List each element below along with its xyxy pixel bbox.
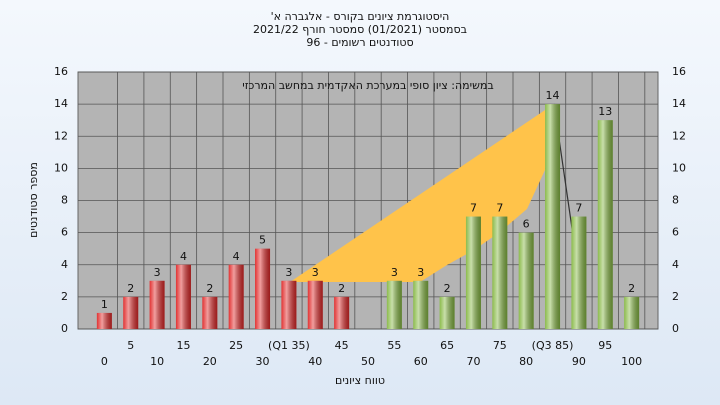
value-label: 5 (259, 234, 266, 247)
value-label: 2 (444, 282, 451, 295)
y2-tick-label: 6 (672, 226, 679, 239)
bar-shine (123, 296, 139, 329)
x-tick-label: 5 (127, 339, 134, 352)
chart-subtitle: סטודנטים רשומים - 96 (306, 36, 413, 49)
x-tick-label: 25 (229, 339, 243, 352)
y2-tick-label: 10 (672, 161, 686, 174)
bar-shine (413, 280, 429, 329)
quartile-area (290, 104, 580, 282)
y-tick-label: 0 (61, 322, 68, 335)
bar-shine (386, 280, 402, 329)
bar-shine (492, 216, 508, 329)
value-label: 3 (391, 266, 398, 279)
x-tick-label: 40 (308, 355, 322, 368)
y-tick-label: 14 (54, 97, 68, 110)
value-label: 4 (180, 250, 187, 263)
value-label: 7 (470, 202, 477, 215)
value-label: 3 (312, 266, 319, 279)
annotation: במשימה: ציון סופי במערכת האקדמית במחשב ה… (242, 79, 493, 92)
y-tick-label: 2 (61, 290, 68, 303)
y-tick-label: 12 (54, 129, 68, 142)
y2-tick-label: 16 (672, 65, 686, 78)
x-tick-label: 60 (414, 355, 428, 368)
value-label: 3 (417, 266, 424, 279)
bar-shine (597, 120, 613, 329)
x-tick-label: 70 (466, 355, 480, 368)
x-tick-label: 55 (387, 339, 401, 352)
y2-tick-label: 0 (672, 322, 679, 335)
y-tick-label: 10 (54, 161, 68, 174)
x-tick-label: 0 (101, 355, 108, 368)
bar-shine (175, 264, 191, 329)
value-label: 4 (233, 250, 240, 263)
x-tick-label: 50 (361, 355, 375, 368)
value-label: 2 (628, 282, 635, 295)
bar-shine (96, 312, 112, 329)
x-tick-label: 75 (493, 339, 507, 352)
x-tick-label: 10 (150, 355, 164, 368)
x-tick-label: 90 (572, 355, 586, 368)
bar-shine (255, 248, 271, 329)
x-tick-label: 20 (203, 355, 217, 368)
y2-tick-label: 2 (672, 290, 679, 303)
bar-shine (465, 216, 481, 329)
value-label: 2 (127, 282, 134, 295)
value-label: 1 (101, 298, 108, 311)
y2-tick-label: 4 (672, 258, 679, 271)
bar-shine (545, 104, 561, 329)
x-tick-label: 45 (335, 339, 349, 352)
x-tick-label: (Q1 35) (268, 339, 310, 352)
x-tick-label: (Q3 85) (532, 339, 574, 352)
bar-shine (439, 296, 455, 329)
value-label: 14 (546, 89, 560, 102)
value-label: 7 (496, 202, 503, 215)
y-tick-label: 6 (61, 226, 68, 239)
y-axis-label: מספר סטודנטים (27, 162, 40, 238)
bar-shine (518, 232, 534, 329)
bar-shine (624, 296, 640, 329)
bar-shine (281, 280, 297, 329)
value-label: 13 (598, 105, 612, 118)
y2-tick-label: 8 (672, 194, 679, 207)
x-tick-label: 95 (598, 339, 612, 352)
bar-shine (571, 216, 587, 329)
bar-shine (334, 296, 350, 329)
x-tick-label: 100 (621, 355, 642, 368)
x-tick-label: 65 (440, 339, 454, 352)
y-tick-label: 8 (61, 194, 68, 207)
y2-tick-label: 14 (672, 97, 686, 110)
x-tick-label: 15 (176, 339, 190, 352)
value-label: 2 (206, 282, 213, 295)
y-tick-label: 4 (61, 258, 68, 271)
x-tick-label: 80 (519, 355, 533, 368)
value-label: 6 (523, 218, 530, 231)
bar-shine (202, 296, 218, 329)
value-label: 7 (575, 202, 582, 215)
x-tick-label: 30 (256, 355, 270, 368)
chart-title: היסטוגרמת ציונים בקורס - אלגברה א' (271, 10, 450, 23)
bar-shine (307, 280, 323, 329)
value-label: 2 (338, 282, 345, 295)
bar-shine (149, 280, 165, 329)
x-axis-label: טווח ציונים (335, 374, 385, 387)
y2-tick-label: 12 (672, 129, 686, 142)
value-label: 3 (154, 266, 161, 279)
y-tick-label: 16 (54, 65, 68, 78)
value-label: 3 (285, 266, 292, 279)
chart-subtitle: בסמסטר (01/2021) סמסטר חורף 2021/22 (253, 23, 467, 36)
bar-shine (228, 264, 244, 329)
